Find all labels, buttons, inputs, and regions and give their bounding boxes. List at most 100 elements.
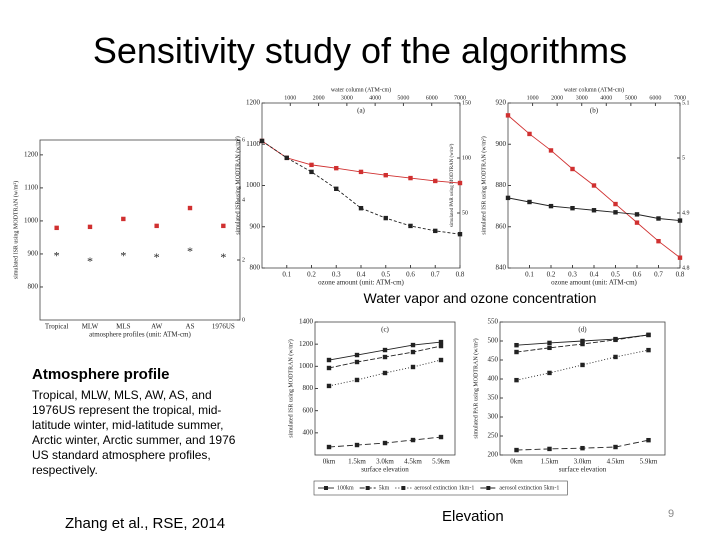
marker <box>646 347 651 353</box>
x2-tick-label: 1000 <box>527 95 539 101</box>
y2-tick-label: 100 <box>462 155 471 161</box>
x-tick-label: 0.6 <box>406 271 415 279</box>
y-tick-label: 900 <box>250 222 261 230</box>
y-tick-label: 900 <box>496 140 507 148</box>
marker <box>284 155 289 161</box>
marker <box>438 434 444 440</box>
marker <box>382 440 388 446</box>
y-axis-label: simulated ISR using MODTRAN (w/m²) <box>287 339 294 437</box>
x2-tick-label: 6000 <box>649 95 661 101</box>
marker <box>547 345 552 351</box>
marker <box>580 341 585 347</box>
x-tick-label: 0.7 <box>654 271 663 279</box>
y-tick-label: 860 <box>496 222 507 230</box>
y-tick-label: 1000 <box>246 181 261 189</box>
legend-marker <box>401 486 406 490</box>
x-axis-label: surface elevation <box>559 466 607 474</box>
x2-tick-label: 5000 <box>625 95 637 101</box>
y-tick-label: 880 <box>496 181 507 189</box>
marker <box>410 342 416 348</box>
marker <box>438 343 444 349</box>
x-tick-label: 5.9km <box>640 458 658 466</box>
x2-tick-label: 7000 <box>454 95 466 101</box>
x-tick-label: 0.2 <box>307 271 316 279</box>
y-tick-label: 1000 <box>24 217 39 225</box>
x-tick-label: 0.5 <box>611 271 620 279</box>
plot-frame <box>314 321 456 456</box>
legend-label: aerosol extinction 5km-1 <box>499 485 559 491</box>
marker <box>505 113 511 118</box>
x2-axis-label: water column (ATM-cm) <box>564 86 624 93</box>
marker <box>457 231 463 237</box>
x2-tick-label: 4000 <box>600 95 612 101</box>
caption: Atmosphere profile <box>32 366 170 383</box>
x-tick-label: AS <box>186 323 195 331</box>
y-axis-label: simulated ISR using MODTRAN (w/m²) <box>234 136 241 234</box>
marker <box>410 437 416 443</box>
y2-tick-label: 0 <box>242 317 245 323</box>
y2-tick-label: 5.1 <box>682 100 690 106</box>
page-number: 9 <box>668 508 675 520</box>
slide-title: Sensitivity study of the algorithms <box>92 30 628 71</box>
y-tick-label: 400 <box>303 428 314 436</box>
y-tick-label: 550 <box>488 318 499 326</box>
legend-frame <box>313 480 568 496</box>
x-tick-label: 1976US <box>212 323 235 331</box>
marker <box>382 354 388 360</box>
marker <box>580 445 585 451</box>
y-tick-label: 1200 <box>24 150 39 158</box>
x2-tick-label: 6000 <box>426 95 438 101</box>
marker <box>354 442 360 448</box>
marker <box>383 215 388 221</box>
y2-tick-label: 4 <box>242 197 245 203</box>
x-axis-label: surface elevation <box>361 466 409 474</box>
caption: Water vapor and ozone concentration <box>363 290 597 306</box>
y2-tick-label: 4.8 <box>682 265 690 271</box>
marker: * <box>154 250 160 264</box>
legend-marker <box>324 486 328 490</box>
marker <box>408 223 413 229</box>
x-tick-label: 3.0km <box>376 458 394 466</box>
y2-tick-label: 50 <box>462 210 468 216</box>
x-tick-label: 5.9km <box>432 458 450 466</box>
marker <box>634 212 640 217</box>
y2-tick-label: 4.9 <box>682 210 690 216</box>
y-tick-label: 800 <box>303 384 314 392</box>
y-tick-label: 350 <box>488 394 499 402</box>
x-tick-label: 0.3 <box>568 271 577 279</box>
marker <box>382 370 388 376</box>
marker <box>613 201 618 207</box>
y-tick-label: 200 <box>488 451 499 459</box>
marker <box>548 203 554 209</box>
marker <box>613 354 618 360</box>
x2-tick-label: 2000 <box>313 95 325 101</box>
description: Tropical, MLW, MLS, AW, AS, and 1976US r… <box>32 388 236 477</box>
marker <box>527 199 532 205</box>
x2-tick-label: 3000 <box>576 95 588 101</box>
marker <box>433 228 438 234</box>
y-tick-label: 1200 <box>246 99 261 107</box>
panel-label: (c) <box>381 326 389 334</box>
y-axis-label: simulated PAR using MODTRAN (w/m²) <box>472 338 479 438</box>
marker <box>87 224 93 230</box>
y2-tick-label: 2 <box>242 257 245 263</box>
y-tick-label: 900 <box>28 250 39 258</box>
legend-label: 100km <box>337 485 354 491</box>
marker <box>580 362 585 368</box>
marker: * <box>120 249 126 263</box>
marker <box>634 220 640 225</box>
x-tick-label: 0km <box>323 458 336 466</box>
caption: Elevation <box>442 508 504 525</box>
series-line <box>261 140 461 235</box>
marker <box>410 364 416 370</box>
x-tick-label: 1.5km <box>541 458 559 466</box>
legend-marker <box>365 486 370 490</box>
marker <box>354 352 360 358</box>
marker <box>326 383 332 389</box>
marker <box>591 183 597 188</box>
marker <box>613 337 618 343</box>
x2-tick-label: 3000 <box>341 95 353 101</box>
marker: * <box>87 254 93 268</box>
y-tick-label: 1400 <box>299 318 314 326</box>
